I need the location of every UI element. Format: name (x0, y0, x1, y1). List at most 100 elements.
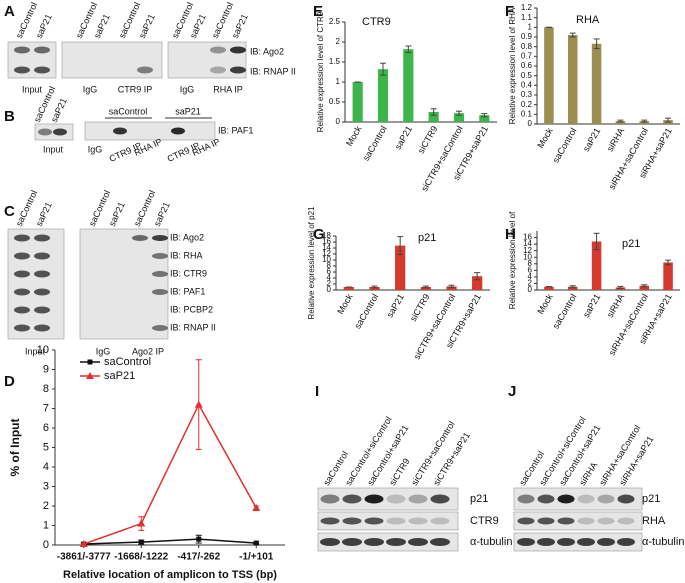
panel-letter: F (505, 3, 514, 20)
blot-band (152, 271, 168, 277)
group-label: Input (22, 84, 43, 94)
y-tick-label: 12 (322, 249, 331, 258)
panel-letter: E (313, 3, 323, 20)
probe-label: IB: RNAP II (170, 322, 216, 332)
blot-band (342, 538, 362, 546)
bar (567, 35, 578, 124)
point (79, 540, 88, 548)
blot-band (557, 538, 575, 546)
blot-band (617, 538, 635, 546)
y-tick-label: 7 (43, 402, 49, 414)
blot-band (320, 494, 340, 504)
blot-background (79, 228, 169, 340)
blot-background (513, 487, 643, 511)
blot-band (364, 517, 384, 525)
point (137, 519, 146, 527)
lane-label: saP21 (152, 200, 172, 227)
bar (395, 245, 406, 290)
y-tick-label: 8 (43, 383, 49, 395)
bar (352, 82, 363, 122)
panel-letter: G (313, 226, 325, 243)
blot-band (53, 128, 67, 136)
x-tick-label: Mock (535, 292, 555, 316)
y-tick-label: 1.5 (329, 57, 341, 66)
y-tick-label: 0.2 (521, 100, 533, 109)
panel-letter: D (4, 373, 15, 390)
blot-band (132, 235, 148, 241)
x-tick-label: siCTR9 (408, 292, 432, 323)
blot-band (364, 494, 384, 504)
bar (369, 287, 380, 290)
lane-label: saP21 (137, 12, 157, 39)
y-tick-label: 0.6 (521, 61, 533, 70)
blot-band (34, 270, 50, 278)
y-tick-label: 0 (327, 285, 332, 294)
y-tick-label: 1 (528, 22, 533, 31)
y-tick-label: 0.1 (521, 109, 533, 118)
y-tick-label: 1.2 (521, 3, 533, 12)
lane-label: saP21 (34, 12, 54, 39)
probe-label: IB: RHA (170, 250, 203, 260)
y-tick-label: 0 (528, 119, 533, 128)
bar (567, 286, 578, 290)
bar (544, 286, 554, 290)
x-tick-label: -3861/-3777 (57, 552, 111, 563)
legend-marker (86, 372, 94, 379)
y-tick-label: 10 (37, 344, 49, 356)
point (194, 400, 203, 408)
y-tick-label: 0 (43, 539, 49, 551)
probe-label: CTR9 (470, 515, 499, 527)
blot-band (617, 517, 635, 525)
blot-band (577, 517, 595, 525)
blot-band (577, 494, 595, 504)
blot-band (38, 128, 52, 136)
blot-band (34, 46, 50, 54)
y-tick-label: 0.8 (521, 42, 533, 51)
y-tick-label: 3 (43, 480, 49, 492)
blot-band (210, 46, 226, 54)
blot-band (14, 324, 30, 332)
x-tick-label: Mock (344, 124, 364, 148)
bar (446, 286, 457, 290)
probe-label: p21 (642, 493, 660, 505)
blot-band (408, 538, 428, 546)
bar (544, 27, 554, 124)
y-tick-label: 6 (43, 422, 49, 434)
blot-band (557, 494, 575, 504)
y-tick-label: 10 (322, 255, 331, 264)
x-tick-label: saControl (361, 124, 389, 162)
blot-band (386, 538, 406, 546)
x-tick-label: saP21 (385, 292, 406, 319)
panel-letter: B (4, 108, 15, 125)
legend-label: saControl (104, 356, 151, 368)
point (196, 536, 202, 542)
x-axis-label: Relative location of amplicon to TSS (bp… (63, 569, 277, 581)
bar (639, 285, 650, 290)
y-tick-label: 9 (43, 363, 49, 375)
y-tick-label: 2.5 (329, 17, 341, 26)
chart-title: RHA (576, 14, 600, 26)
probe-label: α-tubulin (470, 536, 512, 548)
blot-background (317, 487, 459, 511)
blot-band (34, 288, 50, 296)
bar (343, 287, 354, 290)
group-label: CTR9 IP (118, 84, 153, 94)
blot-band (14, 252, 30, 260)
bar (591, 43, 602, 125)
x-tick-label: saControl (352, 292, 380, 330)
probe-label: IB: Ago2 (250, 46, 284, 56)
y-tick-label: 4 (327, 273, 332, 282)
group-label: Input (25, 346, 46, 356)
y-tick-label: 2 (43, 500, 49, 512)
blot-band (430, 538, 450, 546)
blot-band (342, 517, 362, 525)
point (138, 539, 144, 545)
blot-band (14, 270, 30, 278)
y-tick-label: 5 (43, 441, 49, 453)
blot-band (152, 253, 168, 259)
group-label: IgG (180, 84, 195, 94)
bar (591, 241, 602, 290)
x-tick-label: -1668/-1222 (114, 552, 168, 563)
y-tick-label: 0.4 (521, 80, 533, 89)
